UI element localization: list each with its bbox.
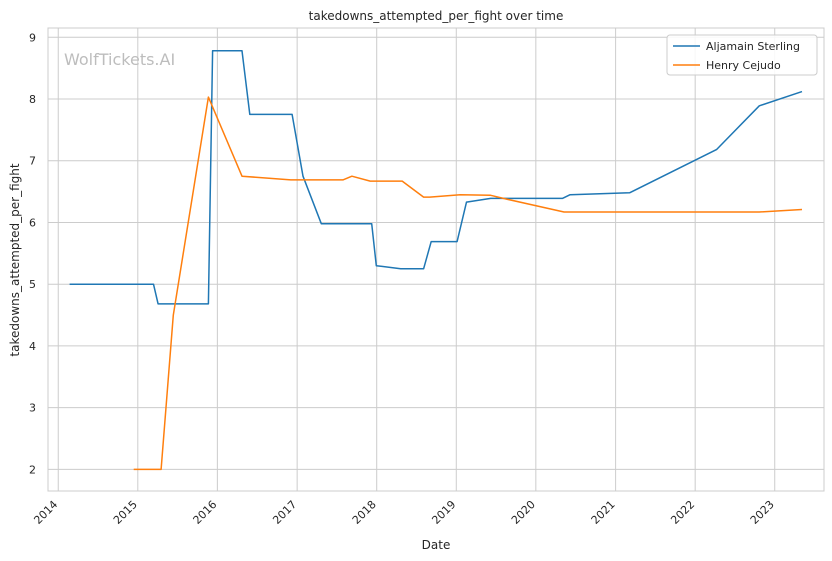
- y-tick-label: 2: [29, 463, 36, 476]
- legend-label-henry-cejudo: Henry Cejudo: [706, 59, 781, 72]
- legend: Aljamain Sterling Henry Cejudo: [666, 34, 818, 76]
- legend-label-aljamain-sterling: Aljamain Sterling: [706, 40, 800, 53]
- x-axis-label: Date: [422, 538, 451, 552]
- series-line-henry-cejudo: [133, 96, 803, 471]
- y-tick-label: 5: [29, 278, 36, 291]
- legend-box: [666, 34, 818, 76]
- y-tick-label: 8: [29, 93, 36, 106]
- watermark-text: WolfTickets.AI: [64, 50, 175, 69]
- y-tick-label: 9: [29, 31, 36, 44]
- y-tick-label: 7: [29, 155, 36, 168]
- series-line-aljamain-sterling: [69, 50, 803, 305]
- y-axis-label: takedowns_attempted_per_fight: [8, 163, 22, 356]
- y-tick-label: 6: [29, 216, 36, 229]
- y-axis-ticks: 2 3 4 5 6 7 8 9: [29, 31, 36, 476]
- chart-title: takedowns_attempted_per_fight over time: [309, 9, 564, 23]
- y-tick-label: 4: [29, 340, 36, 353]
- plot-frame: [47, 27, 825, 492]
- y-tick-label: 3: [29, 402, 36, 415]
- plot-area: [48, 28, 824, 491]
- series-lines: [69, 50, 803, 471]
